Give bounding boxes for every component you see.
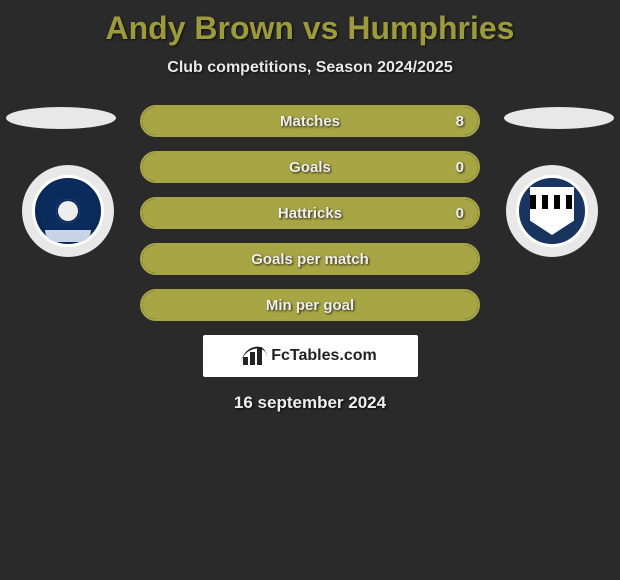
- barchart-icon: [243, 347, 265, 365]
- stat-bar-hattricks: Hattricks 0: [140, 197, 480, 229]
- stat-label: Goals: [289, 159, 331, 176]
- stats-bars: Matches 8 Goals 0 Hattricks 0 Goals per …: [140, 105, 480, 321]
- eastleigh-crest-icon: [516, 175, 588, 247]
- snapshot-date: 16 september 2024: [0, 393, 620, 413]
- stat-value: 8: [456, 113, 464, 130]
- stat-bar-goals: Goals 0: [140, 151, 480, 183]
- stat-label: Matches: [280, 113, 340, 130]
- stat-bar-min-per-goal: Min per goal: [140, 289, 480, 321]
- comparison-panel: Matches 8 Goals 0 Hattricks 0 Goals per …: [0, 105, 620, 413]
- stat-label: Hattricks: [278, 205, 342, 222]
- club-badge-right: [506, 165, 598, 257]
- stat-value: 0: [456, 159, 464, 176]
- rochdale-crest-icon: [32, 175, 104, 247]
- stat-bar-matches: Matches 8: [140, 105, 480, 137]
- player-left-placeholder: [6, 107, 116, 129]
- fctables-logo: FcTables.com: [203, 335, 418, 377]
- subtitle: Club competitions, Season 2024/2025: [0, 59, 620, 77]
- player-right-placeholder: [504, 107, 614, 129]
- logo-text: FcTables.com: [271, 347, 377, 365]
- stat-value: 0: [456, 205, 464, 222]
- club-badge-left: [22, 165, 114, 257]
- page-title: Andy Brown vs Humphries: [0, 0, 620, 47]
- stat-label: Goals per match: [251, 251, 369, 268]
- stat-bar-goals-per-match: Goals per match: [140, 243, 480, 275]
- stat-label: Min per goal: [266, 297, 354, 314]
